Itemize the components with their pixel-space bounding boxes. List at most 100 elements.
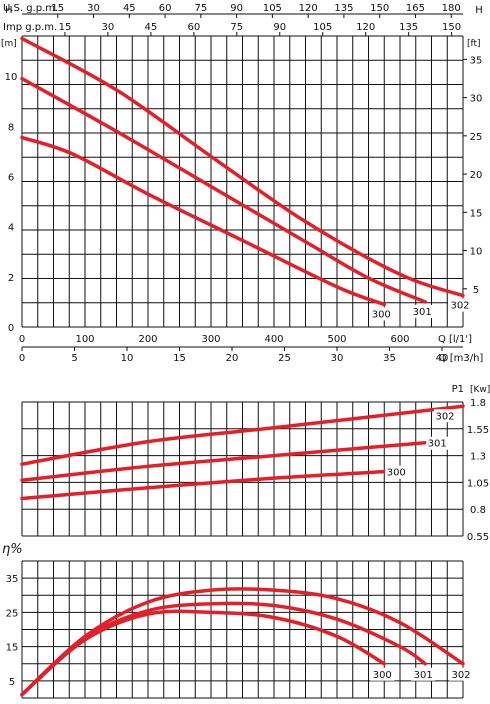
power-series-label-bg	[434, 409, 456, 423]
q-lmin-tick-label: 100	[75, 334, 94, 345]
q-lmin-tick-label: 400	[264, 334, 283, 345]
eff-curve-300	[20, 609, 386, 697]
head-series-label-301: 301	[413, 307, 432, 318]
q-m3h-tick-label: 25	[278, 353, 291, 364]
us-gpm-tick-label: 15	[51, 3, 64, 14]
power-curve-301	[20, 440, 427, 483]
efficiency-axis-title: η%	[2, 542, 23, 557]
eff-series-label-301: 301	[414, 670, 433, 681]
q-m3h-tick-label: 0	[19, 353, 25, 364]
power-curve-302	[20, 404, 465, 466]
power-series-label-300: 300	[387, 468, 406, 479]
head-series-label-bg	[448, 298, 472, 312]
eff-curve-302	[20, 587, 465, 697]
head-ft-tick-label: 15	[470, 208, 483, 219]
head-series-label-bg	[369, 307, 394, 321]
q-m3h-tick-label: 5	[71, 353, 77, 364]
power-tick-label: 1.55	[467, 425, 489, 436]
head-tick-label: 4	[8, 223, 14, 234]
imp-gpm-label: Imp g.p.m.	[3, 22, 57, 33]
q-m3h-tick-label: 35	[383, 353, 396, 364]
power-axis-title: P1	[452, 384, 464, 395]
us-gpm-tick-label: 45	[123, 3, 136, 14]
q-m3h-tick-label: 40	[436, 353, 449, 364]
power-series-label-301: 301	[428, 439, 447, 450]
power-curve-300	[20, 469, 386, 501]
us-gpm-tick-label: 150	[370, 3, 389, 14]
head-tick-label: 2	[8, 273, 14, 284]
head-series-label-302: 302	[450, 301, 469, 312]
imp-gpm-tick-label: 75	[230, 22, 243, 33]
eff-series-label-bg	[449, 667, 473, 681]
us-gpm-label: U.S. g.p.m.	[3, 3, 58, 14]
head-series-label-300: 300	[372, 309, 391, 320]
us-gpm-tick-label: 75	[194, 3, 207, 14]
eff-series-label-302: 302	[451, 670, 470, 681]
head-tick-label: 10	[5, 72, 18, 83]
imp-gpm-tick-label: 30	[102, 22, 115, 33]
imp-gpm-tick-label: 120	[356, 22, 375, 33]
power-series-label-302: 302	[435, 411, 454, 422]
q-lmin-tick-label: 200	[138, 334, 157, 345]
imp-gpm-tick-label: 135	[399, 22, 418, 33]
q-lmin-tick-label: 300	[201, 334, 220, 345]
power-tick-label: 1.8	[470, 398, 486, 409]
power-tick-label: 1.05	[467, 478, 489, 489]
power-axis-unit: [Kw]	[470, 385, 490, 395]
q-m3h-axis-title: Q [m3/h]	[439, 353, 484, 364]
q-lmin-tick-label: 600	[390, 334, 409, 345]
q-lmin-tick-label: 500	[327, 334, 346, 345]
q-m3h-tick-label: 20	[226, 353, 239, 364]
q-m3h-tick-label: 10	[121, 353, 134, 364]
head-curve-301	[20, 76, 427, 304]
q-m3h-tick-label: 15	[173, 353, 186, 364]
power-tick-label: 1.3	[470, 452, 486, 463]
eff-series-label-bg	[370, 667, 395, 681]
head-ft-tick-label: 5	[473, 285, 479, 296]
power-series-label-bg	[426, 436, 449, 450]
head-ft-tick-label: 25	[470, 132, 483, 143]
us-gpm-tick-label: 90	[230, 3, 243, 14]
q-lmin-tick-label: 0	[19, 334, 25, 345]
head-ft-tick-label: 35	[470, 55, 483, 66]
eff-panel-grid	[21, 560, 464, 699]
power-series-label-bg	[385, 465, 408, 479]
head-axis-unit: [m]	[1, 39, 17, 49]
head-tick-label: 0	[8, 323, 14, 334]
head-tick-label: 8	[8, 122, 14, 133]
power-tick-label: 0.55	[467, 532, 489, 543]
head-axis-title: H	[5, 5, 13, 16]
q-lmin-axis-title: Q [l/1']	[438, 334, 472, 345]
head-ft-tick-label: 10	[470, 247, 483, 258]
us-gpm-tick-label: 120	[299, 3, 318, 14]
head-ft-tick-label: 30	[470, 94, 483, 105]
us-gpm-tick-label: 135	[334, 3, 353, 14]
head-panel-grid	[21, 35, 464, 328]
imp-gpm-tick-label: 105	[313, 22, 332, 33]
head-ft-axis-unit: [ft]	[467, 39, 481, 49]
head-tick-label: 6	[8, 172, 14, 183]
head-series-label-bg	[410, 304, 435, 318]
power-panel-grid	[21, 401, 464, 537]
imp-gpm-tick-label: 150	[442, 22, 461, 33]
us-gpm-tick-label: 180	[442, 3, 461, 14]
us-gpm-tick-label: 30	[87, 3, 100, 14]
us-gpm-tick-label: 60	[159, 3, 172, 14]
eff-tick-label: 25	[6, 608, 19, 619]
head-curve-300	[20, 135, 386, 307]
eff-series-label-300: 300	[373, 670, 392, 681]
head-curve-302	[20, 36, 465, 298]
power-tick-label: 0.8	[470, 505, 486, 516]
imp-gpm-tick-label: 90	[273, 22, 286, 33]
eff-tick-label: 5	[9, 677, 15, 688]
imp-gpm-tick-label: 45	[145, 22, 158, 33]
head-ft-tick-label: 20	[470, 170, 483, 181]
head-ft-axis-title: H	[475, 5, 483, 16]
us-gpm-tick-label: 165	[406, 3, 425, 14]
q-m3h-tick-label: 30	[331, 353, 344, 364]
us-gpm-tick-label: 105	[263, 3, 282, 14]
imp-gpm-tick-label: 60	[187, 22, 200, 33]
eff-tick-label: 35	[6, 574, 19, 585]
eff-tick-label: 15	[6, 643, 19, 654]
